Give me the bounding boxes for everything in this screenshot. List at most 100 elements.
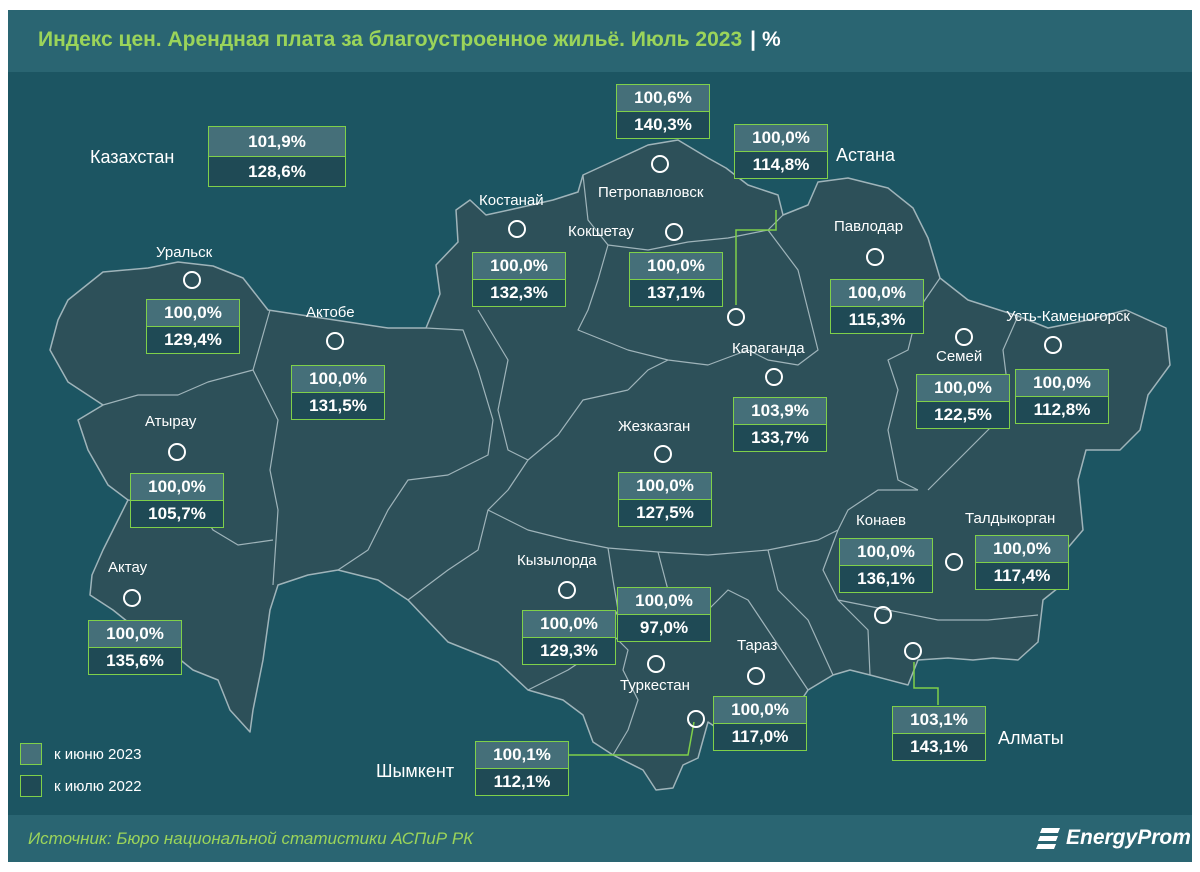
border-aktobe-east [337, 327, 494, 571]
city-marker-aktau [123, 589, 141, 607]
region-label-aktobe: Актобе [306, 304, 355, 321]
shymkent-connector [568, 721, 695, 756]
region-label-aktau: Актау [108, 559, 148, 576]
city-marker-kokshetau [665, 223, 683, 241]
chart-title: Индекс цен. Арендная плата за благоустро… [38, 28, 781, 52]
value-june-taldykorgan: 100,0% [976, 536, 1068, 562]
value-box-ust-kamenogorsk: 100,0% 112,8% [1015, 369, 1109, 424]
value-june-kokshetau: 100,0% [630, 253, 722, 279]
value-box-aktobe: 100,0% 131,5% [291, 365, 385, 420]
city-marker-uralsk [183, 271, 201, 289]
value-box-almaty: 103,1% 143,1% [892, 706, 986, 761]
city-marker-astana [727, 308, 745, 326]
city-marker-taldykorgan [945, 553, 963, 571]
value-box-turkestan: 100,0% 97,0% [617, 587, 711, 642]
title-bar: Индекс цен. Арендная плата за благоустро… [8, 10, 1192, 72]
border-karaganda-pavlodar [747, 229, 819, 366]
region-label-pavlodar: Павлодар [834, 218, 904, 235]
value-june-aktobe: 100,0% [292, 366, 384, 392]
value-box-aktau: 100,0% 135,6% [88, 620, 182, 675]
energyprom-logo-icon [1036, 828, 1060, 849]
country-value-july: 128,6% [209, 156, 345, 186]
value-box-karaganda: 103,9% 133,7% [733, 397, 827, 452]
city-marker-karaganda [765, 368, 783, 386]
legend-item-june: к июню 2023 [20, 743, 142, 765]
value-box-semey: 100,0% 122,5% [916, 374, 1010, 429]
value-july-aktobe: 131,5% [292, 392, 384, 419]
legend-label-june: к июню 2023 [54, 745, 142, 763]
country-label: Казахстан [90, 147, 175, 167]
city-marker-shymkent [687, 710, 705, 728]
value-box-konaev: 100,0% 136,1% [839, 538, 933, 593]
city-marker-zhezkazgan [654, 445, 672, 463]
legend-swatch-june [20, 743, 42, 765]
astana-connector [735, 229, 743, 305]
region-label-shymkent: Шымкент [376, 761, 455, 781]
border-zhetisu [822, 489, 918, 676]
source-note: Источник: Бюро национальной статистики А… [28, 829, 474, 848]
region-label-ust-kamenogorsk: Усть-Каменогорск [1006, 308, 1130, 325]
value-june-zhezkazgan: 100,0% [619, 473, 711, 499]
value-july-almaty: 143,1% [893, 733, 985, 760]
title-separator: | [750, 28, 757, 51]
infographic-frame: Индекс цен. Арендная плата за благоустро… [8, 10, 1192, 862]
value-box-kokshetau: 100,0% 137,1% [629, 252, 723, 307]
value-june-kyzylorda: 100,0% [523, 611, 615, 637]
value-july-atyrau: 105,7% [131, 500, 223, 527]
city-marker-turkestan [647, 655, 665, 673]
value-july-petropavlovsk: 140,3% [617, 111, 709, 138]
value-july-taraz: 117,0% [714, 723, 806, 750]
value-june-ust-kamenogorsk: 100,0% [1016, 370, 1108, 396]
title-unit: % [762, 28, 781, 51]
value-june-almaty: 103,1% [893, 707, 985, 733]
city-marker-kostanay [508, 220, 526, 238]
title-text: Индекс цен. Арендная плата за благоустро… [38, 28, 743, 51]
city-marker-ust-kamenogorsk [1044, 336, 1062, 354]
value-july-shymkent: 112,1% [476, 768, 568, 795]
city-marker-almaty [904, 642, 922, 660]
region-label-karaganda: Караганда [732, 340, 805, 357]
border-zhambyl-almaty [767, 549, 834, 676]
value-july-kokshetau: 137,1% [630, 279, 722, 306]
value-box-petropavlovsk: 100,6% 140,3% [616, 84, 710, 139]
value-july-kyzylorda: 129,3% [523, 637, 615, 664]
border-zhetisu-south [837, 599, 1039, 621]
region-label-kokshetau: Кокшетау [568, 223, 634, 240]
value-july-semey: 122,5% [917, 401, 1009, 428]
region-label-kostanay: Костанай [479, 192, 544, 209]
value-box-astana: 100,0% 114,8% [734, 124, 828, 179]
value-june-astana: 100,0% [735, 125, 827, 151]
value-box-uralsk: 100,0% 129,4% [146, 299, 240, 354]
city-marker-konaev [874, 606, 892, 624]
legend-label-july: к июлю 2022 [54, 777, 142, 795]
region-label-turkestan: Туркестан [620, 677, 690, 694]
value-box-atyrau: 100,0% 105,7% [130, 473, 224, 528]
city-marker-pavlodar [866, 248, 884, 266]
region-label-taraz: Тараз [737, 637, 778, 654]
legend: к июню 2023 к июлю 2022 [20, 743, 142, 807]
region-label-taldykorgan: Талдыкорган [965, 510, 1056, 527]
brand-logo: EnergyProm [1036, 826, 1191, 850]
value-june-petropavlovsk: 100,6% [617, 85, 709, 111]
border-north-inner [577, 174, 749, 366]
value-june-karaganda: 103,9% [734, 398, 826, 424]
legend-swatch-july [20, 775, 42, 797]
city-marker-aktobe [326, 332, 344, 350]
value-june-konaev: 100,0% [840, 539, 932, 565]
city-marker-petropavlovsk [651, 155, 669, 173]
footer-bar: Источник: Бюро национальной статистики А… [8, 815, 1192, 862]
value-box-kyzylorda: 100,0% 129,3% [522, 610, 616, 665]
value-june-atyrau: 100,0% [131, 474, 223, 500]
country-value-june: 101,9% [209, 127, 345, 156]
city-marker-atyrau [168, 443, 186, 461]
value-box-zhezkazgan: 100,0% 127,5% [618, 472, 712, 527]
border-kyzylorda-turkestan [607, 547, 639, 756]
value-july-ust-kamenogorsk: 112,8% [1016, 396, 1108, 423]
value-july-zhezkazgan: 127,5% [619, 499, 711, 526]
value-june-pavlodar: 100,0% [831, 280, 923, 306]
region-label-petropavlovsk: Петропавловск [598, 184, 704, 201]
value-box-shymkent: 100,1% 112,1% [475, 741, 569, 796]
value-july-taldykorgan: 117,4% [976, 562, 1068, 589]
value-june-aktau: 100,0% [89, 621, 181, 647]
brand-name: EnergyProm [1066, 826, 1191, 849]
